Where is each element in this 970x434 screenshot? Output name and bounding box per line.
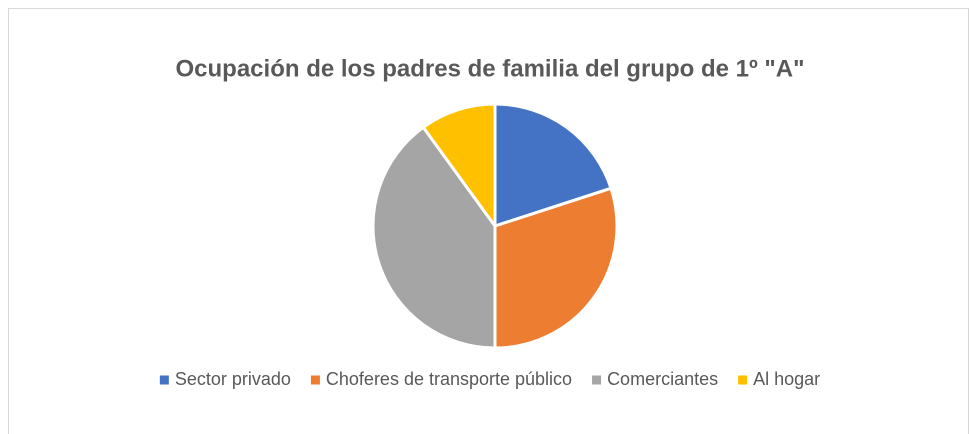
legend-label: Choferes de transporte público	[326, 369, 572, 389]
pie-slice	[493, 102, 613, 229]
legend-swatch	[159, 375, 169, 385]
pie-slice	[493, 186, 619, 350]
legend-swatch	[592, 375, 602, 385]
pie-slice	[421, 102, 497, 231]
legend-label: Sector privado	[175, 369, 291, 389]
chart-title: Ocupación de los padres de familia del g…	[176, 55, 805, 82]
pie-slice	[371, 125, 497, 350]
legend-label: Comerciantes	[607, 369, 718, 389]
legend-label: Al hogar	[753, 369, 820, 389]
legend-swatch	[310, 375, 320, 385]
legend-swatch	[738, 375, 748, 385]
